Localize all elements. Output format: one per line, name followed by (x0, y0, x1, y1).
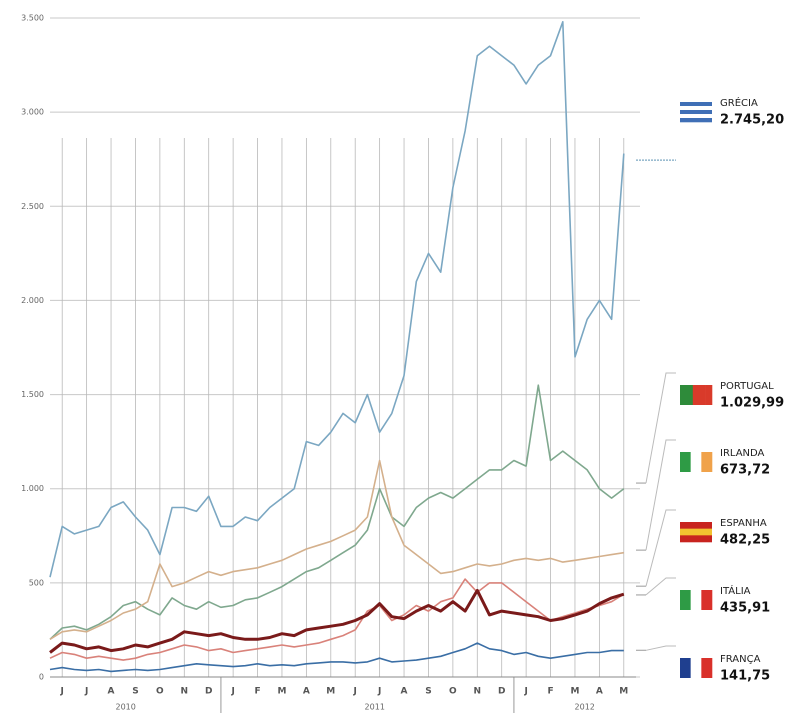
y-tick-label: 2.500 (21, 202, 44, 211)
flag-part (690, 658, 702, 678)
x-tick-label: J (523, 687, 527, 697)
flag-part (680, 528, 712, 536)
x-tick-label: M (326, 687, 335, 697)
flag-part (680, 522, 712, 529)
legend-value: 482,25 (720, 533, 770, 548)
x-tick-label: F (547, 687, 553, 697)
legend-value: 673,72 (720, 463, 770, 478)
x-tick-label: F (254, 687, 260, 697)
series-line (49, 384, 625, 640)
series-line (49, 578, 625, 661)
flag-part (680, 590, 691, 610)
flag-part (680, 385, 687, 405)
legend-name: PORTUGAL (720, 381, 774, 392)
legend-value: 2.745,20 (720, 113, 784, 128)
flag-part (701, 590, 713, 610)
x-tick-label: D (205, 687, 212, 697)
flag-part (690, 452, 702, 472)
flag-part (701, 452, 713, 472)
series-line (49, 21, 625, 578)
y-tick-label: 1.500 (21, 390, 44, 399)
x-tick-label: A (401, 687, 408, 697)
x-tick-label: J (230, 687, 234, 697)
series-line (49, 642, 624, 673)
legend-name: FRANÇA (720, 654, 761, 665)
legend-connector (645, 509, 676, 587)
legend-connector (645, 645, 676, 651)
x-tick-label: S (425, 687, 431, 697)
y-tick-label: 2.000 (21, 296, 44, 305)
legend-value: 435,91 (720, 601, 770, 616)
x-tick-label: J (84, 687, 88, 697)
x-tick-label: D (498, 687, 505, 697)
x-tick-label: O (156, 687, 164, 697)
flag-part (680, 535, 712, 543)
y-tick-label: 1.000 (21, 484, 44, 493)
year-label: 2011 (365, 703, 385, 712)
series-line (49, 588, 625, 654)
legend-value: 1.029,99 (720, 396, 784, 411)
flag-part (680, 110, 712, 115)
flag-part (680, 106, 712, 111)
flag-part (699, 385, 706, 405)
x-tick-label: N (181, 687, 189, 697)
x-tick-label: J (353, 687, 357, 697)
year-label: 2010 (116, 703, 136, 712)
y-tick-label: 3.000 (21, 108, 44, 117)
legend-name: IRLANDA (720, 448, 765, 459)
legend-connector (645, 372, 676, 484)
flag-part (692, 385, 700, 405)
x-tick-label: A (303, 687, 310, 697)
x-tick-label: O (449, 687, 457, 697)
x-tick-label: J (60, 687, 64, 697)
legend-connector (645, 577, 676, 596)
x-tick-label: S (132, 687, 138, 697)
x-tick-label: M (570, 687, 579, 697)
flag-part (705, 385, 713, 405)
legend-name: ESPANHA (720, 518, 767, 529)
x-tick-label: A (596, 687, 603, 697)
flag-part (680, 102, 712, 107)
legend-name: GRÉCIA (720, 96, 758, 109)
y-tick-label: 3.500 (21, 14, 44, 23)
flag-part (701, 658, 713, 678)
y-tick-label: 500 (29, 578, 44, 587)
year-label: 2012 (575, 703, 595, 712)
flag-part (686, 385, 694, 405)
x-tick-label: J (377, 687, 381, 697)
x-tick-label: N (474, 687, 482, 697)
flag-part (690, 590, 702, 610)
flag-part (680, 118, 712, 123)
legend-connector (645, 439, 676, 551)
legend-value: 141,75 (720, 669, 770, 684)
x-tick-label: A (108, 687, 115, 697)
flag-part (680, 452, 691, 472)
series-line (49, 459, 624, 640)
legend-name: ITÁLIA (720, 584, 751, 597)
flag-part (680, 658, 691, 678)
x-tick-label: M (619, 687, 628, 697)
y-tick-label: 0 (39, 673, 44, 682)
flag-part (680, 114, 712, 119)
x-tick-label: M (277, 687, 286, 697)
